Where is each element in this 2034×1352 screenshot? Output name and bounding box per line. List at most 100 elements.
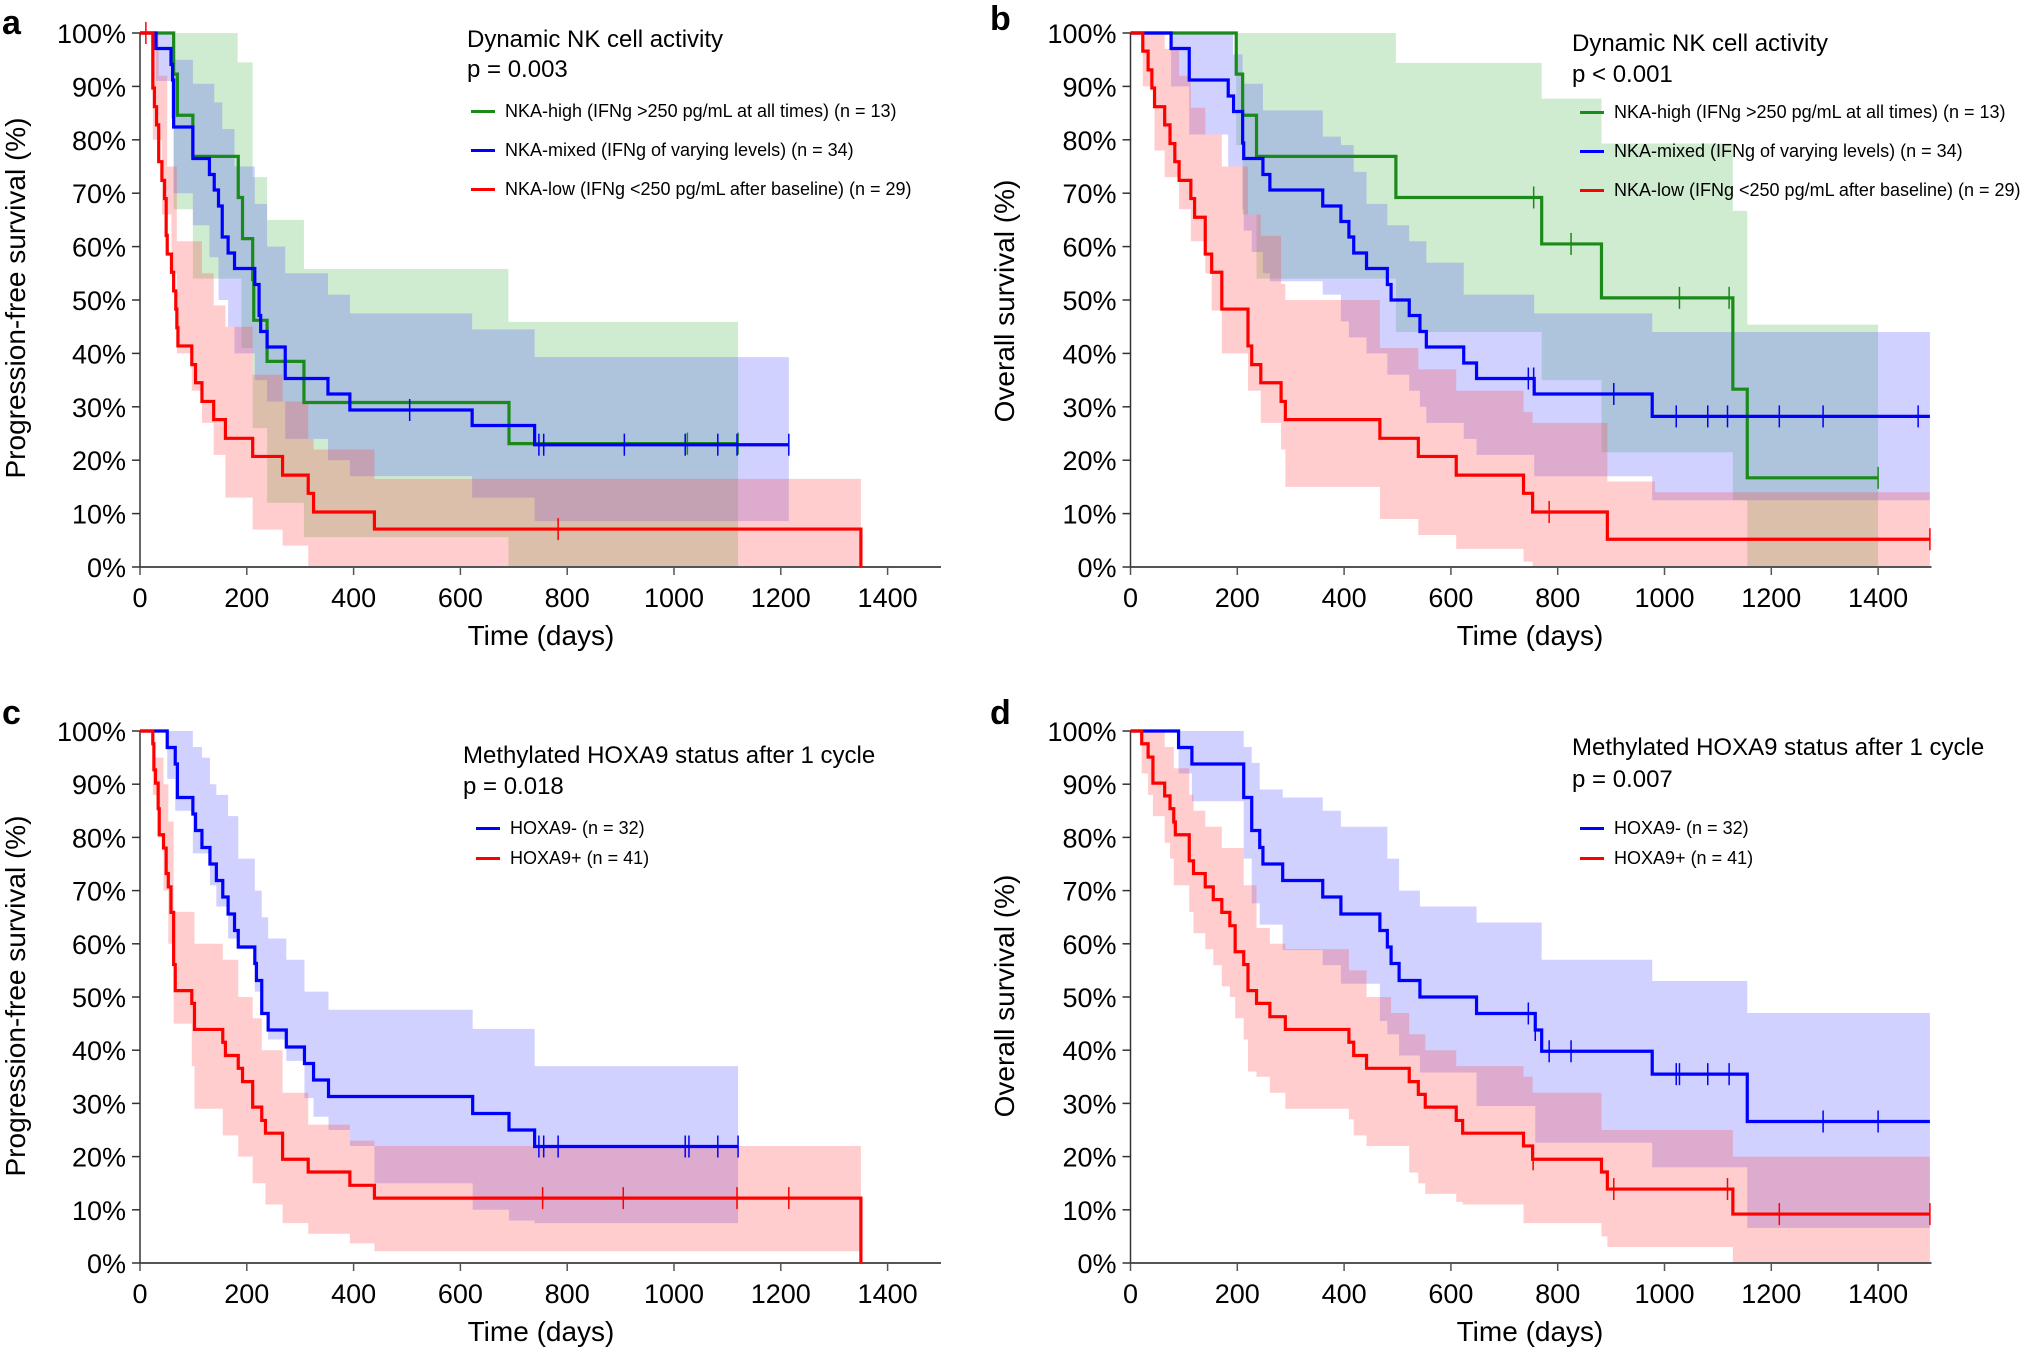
confidence-band [140,33,861,567]
legend-label: NKA-mixed (IFNg of varying levels) [1614,141,1896,161]
x-tick-label: 800 [1535,583,1580,613]
y-tick-label: 30% [72,393,126,423]
y-tick-label: 60% [72,930,126,960]
x-tick-label: 400 [331,1279,376,1309]
y-tick-label: 70% [1062,877,1116,907]
y-axis-label: Overall survival (%) [989,179,1020,423]
x-tick-label: 1400 [858,583,918,613]
legend-title: Methylated HOXA9 status after 1 cycle [463,742,876,769]
legend-item: NKA-high (IFNg >250 pg/mL at all times) … [471,101,897,122]
y-tick-label: 70% [1062,179,1116,209]
survival-curve [1130,31,1930,419]
legend-n: (n = 29) [849,179,912,199]
x-tick-label: 1000 [1634,1279,1694,1309]
legend-n: (n = 34) [791,140,854,160]
y-axis-label: Progression-free survival (%) [0,815,31,1177]
x-axis-label: Time (days) [467,1316,615,1347]
x-tick-label: 1200 [751,583,811,613]
x-tick-label: 1200 [1741,1279,1801,1309]
y-tick-label: 60% [1062,930,1116,960]
legend-n: (n = 41) [586,848,650,868]
legend-item: HOXA9+ (n = 41) [476,848,649,869]
x-tick-label: 0 [132,1279,147,1309]
x-tick-label: 0 [1123,1279,1138,1309]
legend-swatch-blue [471,149,495,152]
survival-curve [140,729,863,1263]
legend-swatch-red [1580,857,1604,860]
y-tick-label: 80% [1062,823,1116,853]
x-tick-label: 1400 [1848,583,1908,613]
panel-letter-a: a [2,4,21,42]
y-axis-label: Progression-free survival (%) [0,117,31,479]
y-tick-label: 50% [1062,983,1116,1013]
legend-title: Dynamic NK cell activity [467,26,724,53]
y-tick-label: 40% [1062,339,1116,369]
confidence-band [1130,33,1930,501]
legend-swatch-green [471,110,495,113]
y-tick-label: 10% [72,1196,126,1226]
y-axis-label: Overall survival (%) [989,874,1020,1118]
legend-n: (n = 41) [1690,848,1754,868]
p-value: p < 0.001 [1572,61,1673,88]
panel-b: 0 200 400 600 800 1000 1200 1400 0% 10% 20% 30% 40% 5… [1047,19,1932,613]
x-axis-label: Time (days) [1456,620,1604,651]
legend-item: NKA-mixed (IFNg of varying levels) (n = … [1580,141,1963,162]
x-tick-label: 200 [1215,1279,1260,1309]
legend-item: NKA-low (IFNg <250 pg/mL after baseline)… [1580,180,2021,201]
panel-letter-c: c [2,694,21,732]
legend-label: HOXA9+ [510,848,582,868]
y-tick-label: 90% [72,770,126,800]
confidence-band [1130,33,1930,567]
x-tick-label: 800 [545,583,590,613]
legend-n: (n = 34) [1900,141,1963,161]
y-tick-label: 10% [72,500,126,530]
y-tick-label: 0% [87,1249,126,1279]
legend-n: (n = 29) [1958,180,2021,200]
x-axis-label: Time (days) [1456,1316,1604,1347]
y-tick-label: 20% [72,1143,126,1173]
legend-label: NKA-low (IFNg <250 pg/mL after baseline) [505,179,844,199]
legend-item: NKA-high (IFNg >250 pg/mL at all times) … [1580,102,2006,123]
confidence-band [140,33,789,522]
x-tick-label: 0 [1123,583,1138,613]
y-tick-label: 40% [72,339,126,369]
legend-swatch-blue [1580,827,1604,830]
confidence-band [1130,33,1879,567]
x-tick-label: 0 [132,583,147,613]
x-tick-label: 600 [438,583,483,613]
legend-n: (n = 32) [582,818,645,838]
x-tick-label: 400 [331,583,376,613]
y-tick-label: 60% [72,233,126,263]
panel-letter-b: b [990,0,1011,38]
survival-curve [140,31,789,447]
p-value: p = 0.003 [467,56,568,83]
p-value: p = 0.018 [463,773,564,800]
survival-curve [140,31,739,446]
x-tick-label: 1000 [1634,583,1694,613]
y-tick-label: 100% [1047,717,1116,747]
y-tick-label: 90% [72,72,126,102]
panel-letter-d: d [990,694,1011,732]
y-tick-label: 70% [72,877,126,907]
panel-c: 0 200 400 600 800 1000 1200 1400 0% 10% 20% 30% 40% 5… [57,717,941,1309]
x-tick-label: 400 [1322,1279,1367,1309]
survival-curve [140,729,739,1149]
legend-label: NKA-high (IFNg >250 pg/mL at all times) [505,101,829,121]
x-tick-label: 600 [1428,1279,1473,1309]
x-tick-label: 400 [1322,583,1367,613]
y-tick-label: 40% [1062,1036,1116,1066]
survival-curve [140,31,863,567]
confidence-band [140,731,861,1252]
y-tick-label: 90% [1062,770,1116,800]
y-tick-label: 30% [1062,1089,1116,1119]
y-tick-label: 50% [72,983,126,1013]
confidence-band [140,33,739,567]
legend-item: NKA-mixed (IFNg of varying levels) (n = … [471,140,854,161]
legend-label: HOXA9+ [1614,848,1686,868]
x-tick-label: 1000 [644,1279,704,1309]
legend-swatch-green [1580,111,1604,114]
y-tick-label: 60% [1062,233,1116,263]
confidence-band [1130,731,1930,1228]
y-tick-label: 50% [72,286,126,316]
